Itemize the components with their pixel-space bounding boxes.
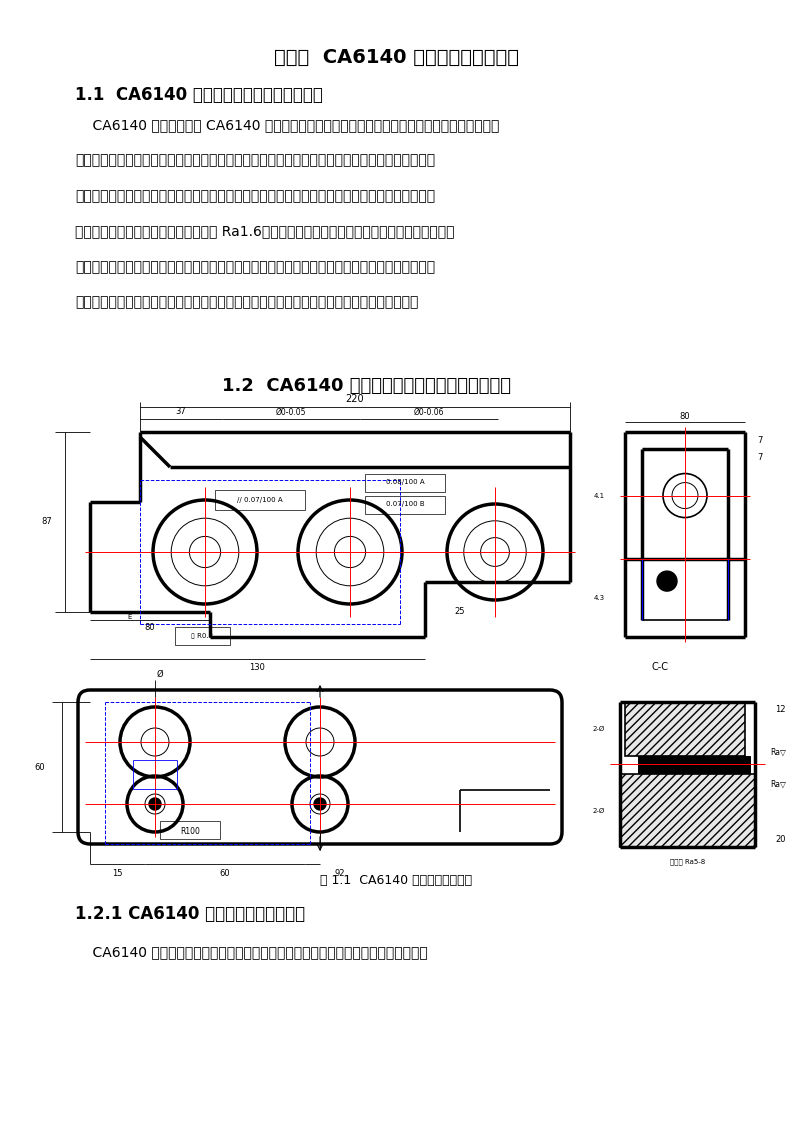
Text: C-C: C-C (652, 662, 668, 672)
Text: 的底面和侧面三杠孔的粗糙度要求都是 Ra1.6，所以都要求精加工。其三杠孔的中心线和底平面有: 的底面和侧面三杠孔的粗糙度要求都是 Ra1.6，所以都要求精加工。其三杠孔的中心… (75, 224, 454, 239)
Text: 2-Ø: 2-Ø (592, 808, 605, 813)
Text: Ĕ: Ĕ (128, 614, 132, 620)
Text: Ø: Ø (157, 670, 163, 679)
Bar (160, 821, 220, 839)
Text: ▯ R0.3: ▯ R0.3 (191, 632, 213, 638)
Bar (625, 702, 745, 756)
Text: 0.08/100 A: 0.08/100 A (385, 479, 424, 485)
Bar (175, 627, 230, 645)
Text: 4.3: 4.3 (594, 595, 605, 601)
Text: 4.1: 4.1 (594, 493, 605, 498)
Text: 图 1.1  CA6140 机床后托架零件图: 图 1.1 CA6140 机床后托架零件图 (320, 874, 473, 886)
Text: 15: 15 (112, 870, 122, 879)
Text: CA6140 机床后托架是 CA6140 机床的一个重要零件，它是在尾座下面安装在床身侧面的支承支: CA6140 机床后托架是 CA6140 机床的一个重要零件，它是在尾座下面安装… (75, 118, 500, 132)
Text: 粗糙度 Ra5-8: 粗糙度 Ra5-8 (670, 858, 705, 865)
Text: 0.07/100 B: 0.07/100 B (385, 502, 424, 507)
Text: 影响机器或部件的装配质量，进而影响其性能与工作寿命，因此它的加工是非常关键和重要的: 影响机器或部件的装配质量，进而影响其性能与工作寿命，因此它的加工是非常关键和重要… (75, 295, 419, 310)
Bar (638, 756, 750, 774)
Text: 60: 60 (34, 763, 45, 772)
Text: 杠孔和底面的精度要求较高，此外还有顶面的四孔要求加工，但是对精度要求不是很高。后托架上: 杠孔和底面的精度要求较高，此外还有顶面的四孔要求加工，但是对精度要求不是很高。后… (75, 188, 435, 203)
Text: // 0.07/100 A: // 0.07/100 A (237, 497, 283, 503)
Text: 80: 80 (144, 623, 155, 632)
Bar (365, 496, 445, 514)
Text: Ø0-0.06: Ø0-0.06 (414, 407, 444, 416)
Text: Ra▽: Ra▽ (770, 780, 786, 789)
Text: 92: 92 (335, 870, 345, 879)
Bar (620, 774, 755, 847)
Text: 1.2  CA6140 机床后托架的工艺要求及工艺分析: 1.2 CA6140 机床后托架的工艺要求及工艺分析 (222, 377, 511, 395)
Text: 第一章  CA6140 机床后托架加工工艺: 第一章 CA6140 机床后托架加工工艺 (274, 47, 519, 66)
Circle shape (149, 798, 161, 810)
Text: 60: 60 (220, 870, 230, 879)
Bar (215, 490, 305, 511)
Bar (365, 473, 445, 493)
Text: Ø0-0.05: Ø0-0.05 (276, 407, 306, 416)
Text: 7: 7 (757, 453, 763, 462)
Text: CA6140 车床的后托架共有两组加工表面，底面、侧面三孔、顶面的四个孔、以及左: CA6140 车床的后托架共有两组加工表面，底面、侧面三孔、顶面的四个孔、以及左 (75, 945, 427, 959)
Text: R100: R100 (180, 827, 200, 836)
Text: 80: 80 (680, 413, 691, 422)
Text: 20: 20 (775, 835, 786, 844)
Text: 12: 12 (775, 705, 786, 714)
Circle shape (657, 571, 677, 591)
Text: 37: 37 (175, 407, 186, 416)
Text: 平面度的公差要求等。因为其尺寸精度、几何形状精度和相互位置精度，以及各表面的表面质量均: 平面度的公差要求等。因为其尺寸精度、几何形状精度和相互位置精度，以及各表面的表面… (75, 260, 435, 274)
Text: 1.1  CA6140 机床后托架的作用及简要分析: 1.1 CA6140 机床后托架的作用及简要分析 (75, 86, 323, 104)
Text: 1.2.1 CA6140 机床后托架的技术要求: 1.2.1 CA6140 机床后托架的技术要求 (75, 905, 305, 923)
Text: 220: 220 (346, 394, 364, 404)
Circle shape (314, 798, 326, 810)
Text: 7: 7 (757, 436, 763, 445)
Text: 130: 130 (250, 662, 266, 671)
Text: 87: 87 (41, 517, 52, 526)
Text: 2-Ø: 2-Ø (592, 726, 605, 732)
Text: 25: 25 (454, 607, 465, 616)
Text: Ra▽: Ra▽ (770, 747, 786, 756)
Text: 架，主要用于支撑光杠、丝杠和操作杠。因为其零件尺寸较小，结构形状也不是很复杂，但侧面三: 架，主要用于支撑光杠、丝杠和操作杠。因为其零件尺寸较小，结构形状也不是很复杂，但… (75, 154, 435, 167)
